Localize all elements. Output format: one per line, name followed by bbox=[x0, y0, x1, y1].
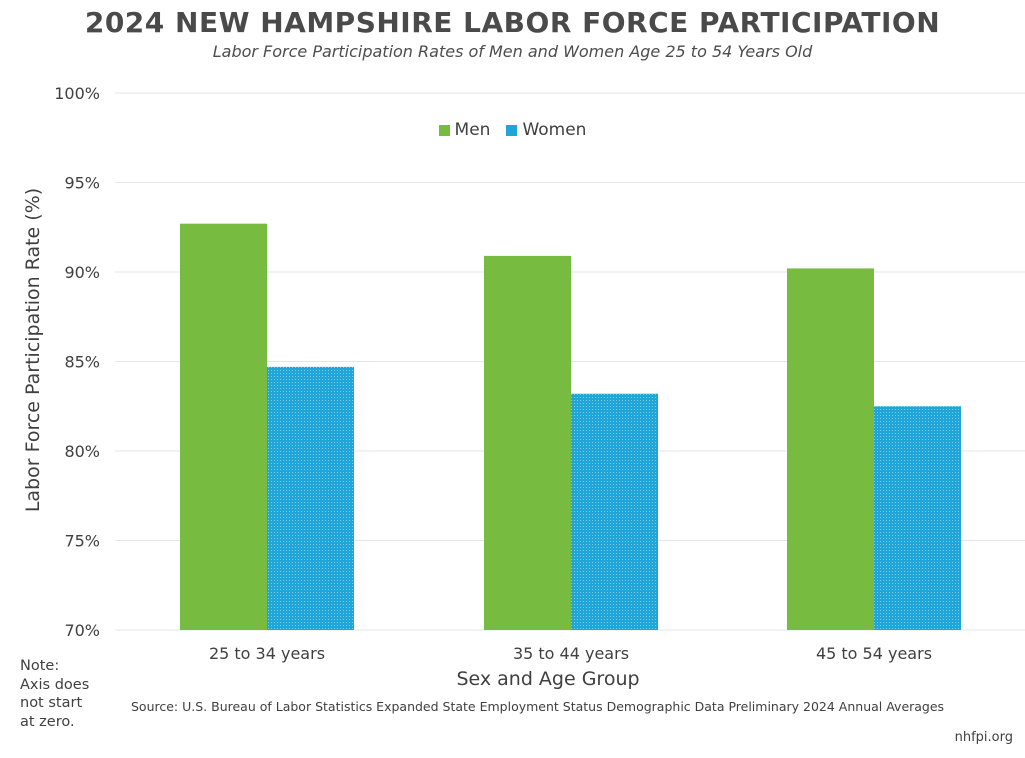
x-tick-label: 45 to 54 years bbox=[816, 644, 932, 663]
chart-title: 2024 NEW HAMPSHIRE LABOR FORCE PARTICIPA… bbox=[84, 6, 941, 39]
axis-note: Note: Axis does not start at zero. bbox=[20, 658, 90, 730]
credit-text: nhfpi.org bbox=[954, 730, 1013, 745]
y-axis-label: Labor Force Participation Rate (%) bbox=[22, 187, 44, 513]
bar-women bbox=[571, 393, 658, 630]
bar-women bbox=[874, 406, 961, 630]
bar-men bbox=[787, 268, 874, 630]
y-tick-label: 100% bbox=[54, 84, 100, 103]
legend-label-men: Men bbox=[454, 120, 491, 140]
y-tick-label: 80% bbox=[64, 442, 100, 461]
legend-item-women: Women bbox=[506, 120, 586, 140]
y-tick-label: 90% bbox=[64, 263, 100, 282]
y-tick-label: 75% bbox=[64, 532, 100, 551]
x-tick-label: 25 to 34 years bbox=[209, 644, 325, 663]
chart-legend: Men Women bbox=[0, 120, 1025, 140]
bar-men bbox=[180, 223, 267, 631]
legend-item-men: Men bbox=[438, 120, 491, 140]
bar-women bbox=[267, 366, 354, 630]
legend-label-women: Women bbox=[522, 120, 587, 140]
chart-subtitle: Labor Force Participation Rates of Men a… bbox=[212, 42, 813, 61]
legend-swatch-women bbox=[506, 124, 518, 136]
source-text: Source: U.S. Bureau of Labor Statistics … bbox=[131, 699, 945, 714]
legend-swatch-men bbox=[438, 124, 450, 136]
y-tick-label: 85% bbox=[64, 353, 100, 372]
x-tick-label: 35 to 44 years bbox=[513, 644, 629, 663]
bar-men bbox=[484, 255, 571, 630]
x-axis-label: Sex and Age Group bbox=[456, 668, 640, 690]
y-tick-label: 70% bbox=[64, 621, 100, 640]
y-tick-label: 95% bbox=[64, 174, 100, 193]
